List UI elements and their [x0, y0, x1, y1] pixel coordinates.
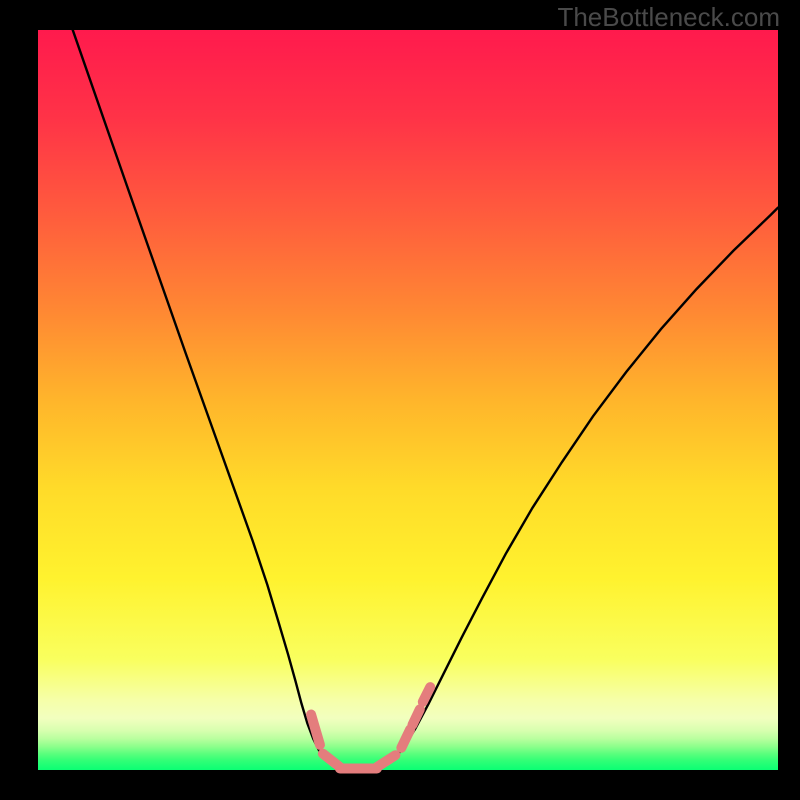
marker-segment — [423, 687, 430, 702]
marker-segment — [377, 755, 396, 767]
marker-segment — [401, 729, 410, 748]
marker-segment — [311, 715, 320, 745]
bottleneck-curve-right — [378, 208, 778, 769]
curve-layer — [38, 30, 778, 770]
marker-segment — [412, 709, 419, 725]
bottom-marker — [311, 687, 430, 768]
watermark-text: TheBottleneck.com — [557, 2, 780, 33]
plot-area — [38, 30, 778, 770]
bottleneck-curve-left — [38, 0, 341, 769]
figure-canvas: TheBottleneck.com — [0, 0, 800, 800]
